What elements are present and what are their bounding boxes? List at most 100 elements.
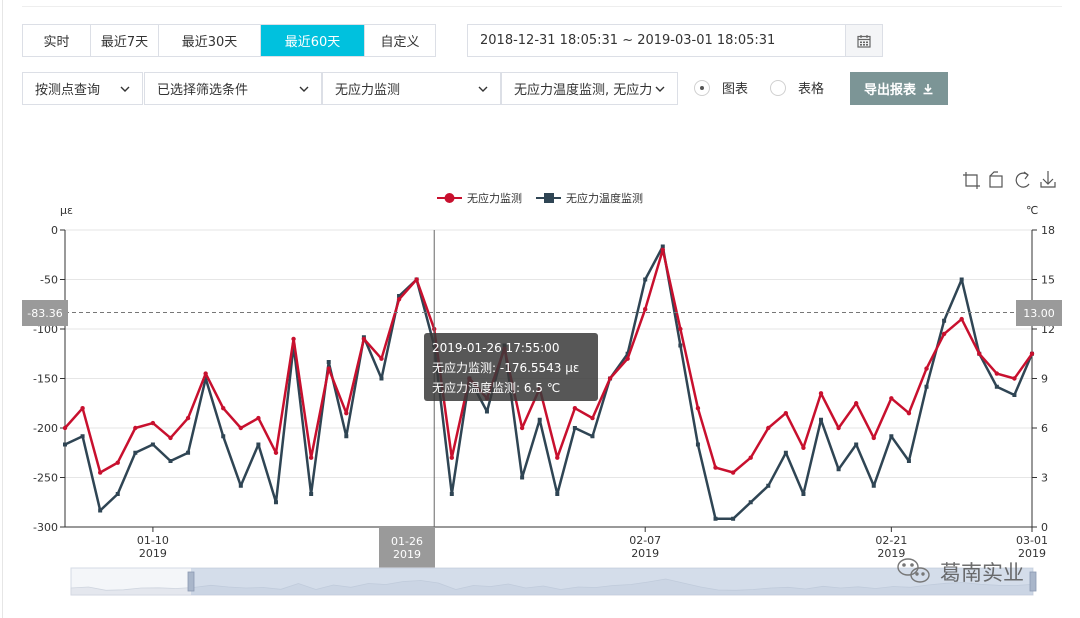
datazoom-handle-right[interactable]	[1029, 571, 1037, 592]
tab-last-7-days[interactable]: 最近7天	[91, 25, 159, 56]
filter-condition-value: 已选择筛选条件	[157, 83, 249, 98]
data-point	[590, 434, 595, 439]
tab-custom[interactable]: 自定义	[380, 35, 420, 50]
data-point	[572, 406, 578, 411]
monitor-items-value: 无应力温度监测, 无应力	[514, 83, 653, 98]
x-tick-year: 2019	[877, 547, 905, 560]
data-point	[203, 376, 208, 381]
data-point	[695, 406, 701, 411]
data-point	[853, 401, 859, 406]
zoom-reset-icon[interactable]	[989, 171, 1003, 188]
datazoom-selected-range[interactable]	[191, 568, 1033, 595]
y-right-tick-label: 15	[1041, 274, 1055, 287]
radio-table-label: 表格	[798, 82, 825, 97]
crosshair-right-value: 13.00	[1023, 307, 1055, 320]
legend-item-temperature[interactable]: 无应力温度监测	[536, 191, 643, 205]
y-right-tick-label: 0	[1041, 521, 1048, 534]
restore-icon[interactable]	[1015, 171, 1030, 188]
chart-toolbox	[963, 171, 1056, 189]
top-divider	[22, 6, 1062, 7]
zoom-icon[interactable]	[963, 172, 980, 189]
data-point	[379, 376, 384, 381]
data-point	[854, 442, 859, 447]
data-point	[1012, 376, 1017, 381]
data-point	[326, 360, 331, 364]
data-point	[150, 420, 156, 426]
data-point	[924, 384, 929, 389]
data-point	[396, 297, 402, 302]
chevron-down-icon	[653, 82, 667, 96]
date-range-text[interactable]: 2018-12-31 18:05:31 ~ 2019-03-01 18:05:3…	[480, 33, 776, 48]
data-point	[397, 294, 402, 298]
data-point	[555, 455, 560, 460]
tab-realtime[interactable]: 实时	[23, 25, 91, 56]
radio-unchecked-icon[interactable]	[770, 79, 786, 96]
y-right-tick-label: 9	[1041, 373, 1048, 386]
data-point	[326, 366, 331, 371]
tooltip-box	[424, 333, 598, 401]
tooltip-line-stress: 无应力监测: -176.5543 με	[432, 360, 579, 375]
data-point	[643, 277, 648, 282]
y-left-tick-label: -200	[33, 422, 58, 435]
download-icon[interactable]	[1040, 171, 1056, 188]
data-point	[80, 434, 85, 439]
query-mode-select[interactable]: 按测点查询	[22, 72, 143, 105]
y-left-tick-label: -50	[40, 274, 58, 287]
data-point	[115, 492, 120, 496]
data-point	[186, 450, 191, 455]
radio-checked-icon[interactable]	[694, 79, 710, 96]
data-point	[221, 406, 226, 411]
filter-condition-select[interactable]: 已选择筛选条件	[144, 72, 322, 105]
data-point	[168, 435, 173, 441]
data-point	[801, 492, 806, 496]
crosshair-left-value: -83.36	[27, 307, 62, 320]
x-tick-date: 02-21	[875, 534, 907, 547]
data-point	[801, 445, 806, 450]
chart-legend: 无应力监测 无应力温度监测	[437, 191, 643, 205]
data-point	[344, 410, 349, 416]
datazoom-handle-left[interactable]	[187, 571, 195, 592]
monitor-items-select[interactable]: 无应力温度监测, 无应力	[501, 72, 678, 105]
data-point	[783, 410, 789, 416]
tooltip-line-temperature: 无应力温度监测: 6.5 ℃	[432, 380, 560, 395]
date-range-picker[interactable]: 2018-12-31 18:05:31 ~ 2019-03-01 18:05:3…	[467, 24, 883, 57]
y-left-ticks: 0 -50 -100 -150 -200 -250 -300	[33, 224, 65, 534]
y-right-unit: ℃	[1026, 204, 1038, 217]
data-point	[924, 366, 929, 371]
data-point	[361, 336, 367, 342]
datazoom-slider[interactable]	[70, 567, 1037, 596]
data-point	[150, 442, 155, 447]
data-point	[449, 492, 454, 496]
y-right-tick-label: 12	[1041, 323, 1055, 336]
monitor-type-select[interactable]: 无应力监测	[322, 72, 501, 105]
calendar-icon[interactable]	[845, 25, 882, 56]
data-point	[590, 415, 595, 421]
radio-table[interactable]: 表格	[770, 78, 824, 97]
y-left-tick-label: -250	[33, 472, 58, 485]
export-label: 导出报表	[863, 83, 916, 98]
y-left-tick-label: -150	[33, 373, 58, 386]
data-point	[185, 415, 191, 421]
legend-item-stress[interactable]: 无应力监测	[437, 191, 522, 205]
download-icon	[923, 83, 933, 94]
data-point	[660, 247, 665, 252]
x-tick-year: 2019	[139, 547, 167, 560]
tab-last-30-days[interactable]: 最近30天	[159, 25, 261, 56]
radio-chart[interactable]: 图表	[694, 78, 748, 97]
x-tick-date: 02-07	[629, 534, 661, 547]
data-point	[221, 434, 226, 439]
data-point	[256, 415, 261, 421]
watermark-text: 葛南实业	[940, 561, 1024, 585]
tab-last-60-days[interactable]: 最近60天	[261, 25, 365, 56]
data-point	[731, 516, 736, 521]
chevron-down-icon	[120, 86, 130, 92]
crosshair-x-year: 2019	[393, 548, 421, 561]
data-point	[238, 483, 243, 488]
data-point	[291, 336, 296, 342]
export-report-button[interactable]: 导出报表	[850, 72, 948, 105]
data-point	[871, 483, 876, 488]
y-right-tick-label: 3	[1041, 472, 1048, 485]
data-point	[203, 371, 208, 376]
tooltip-time: 2019-01-26 17:55:00	[432, 341, 559, 355]
